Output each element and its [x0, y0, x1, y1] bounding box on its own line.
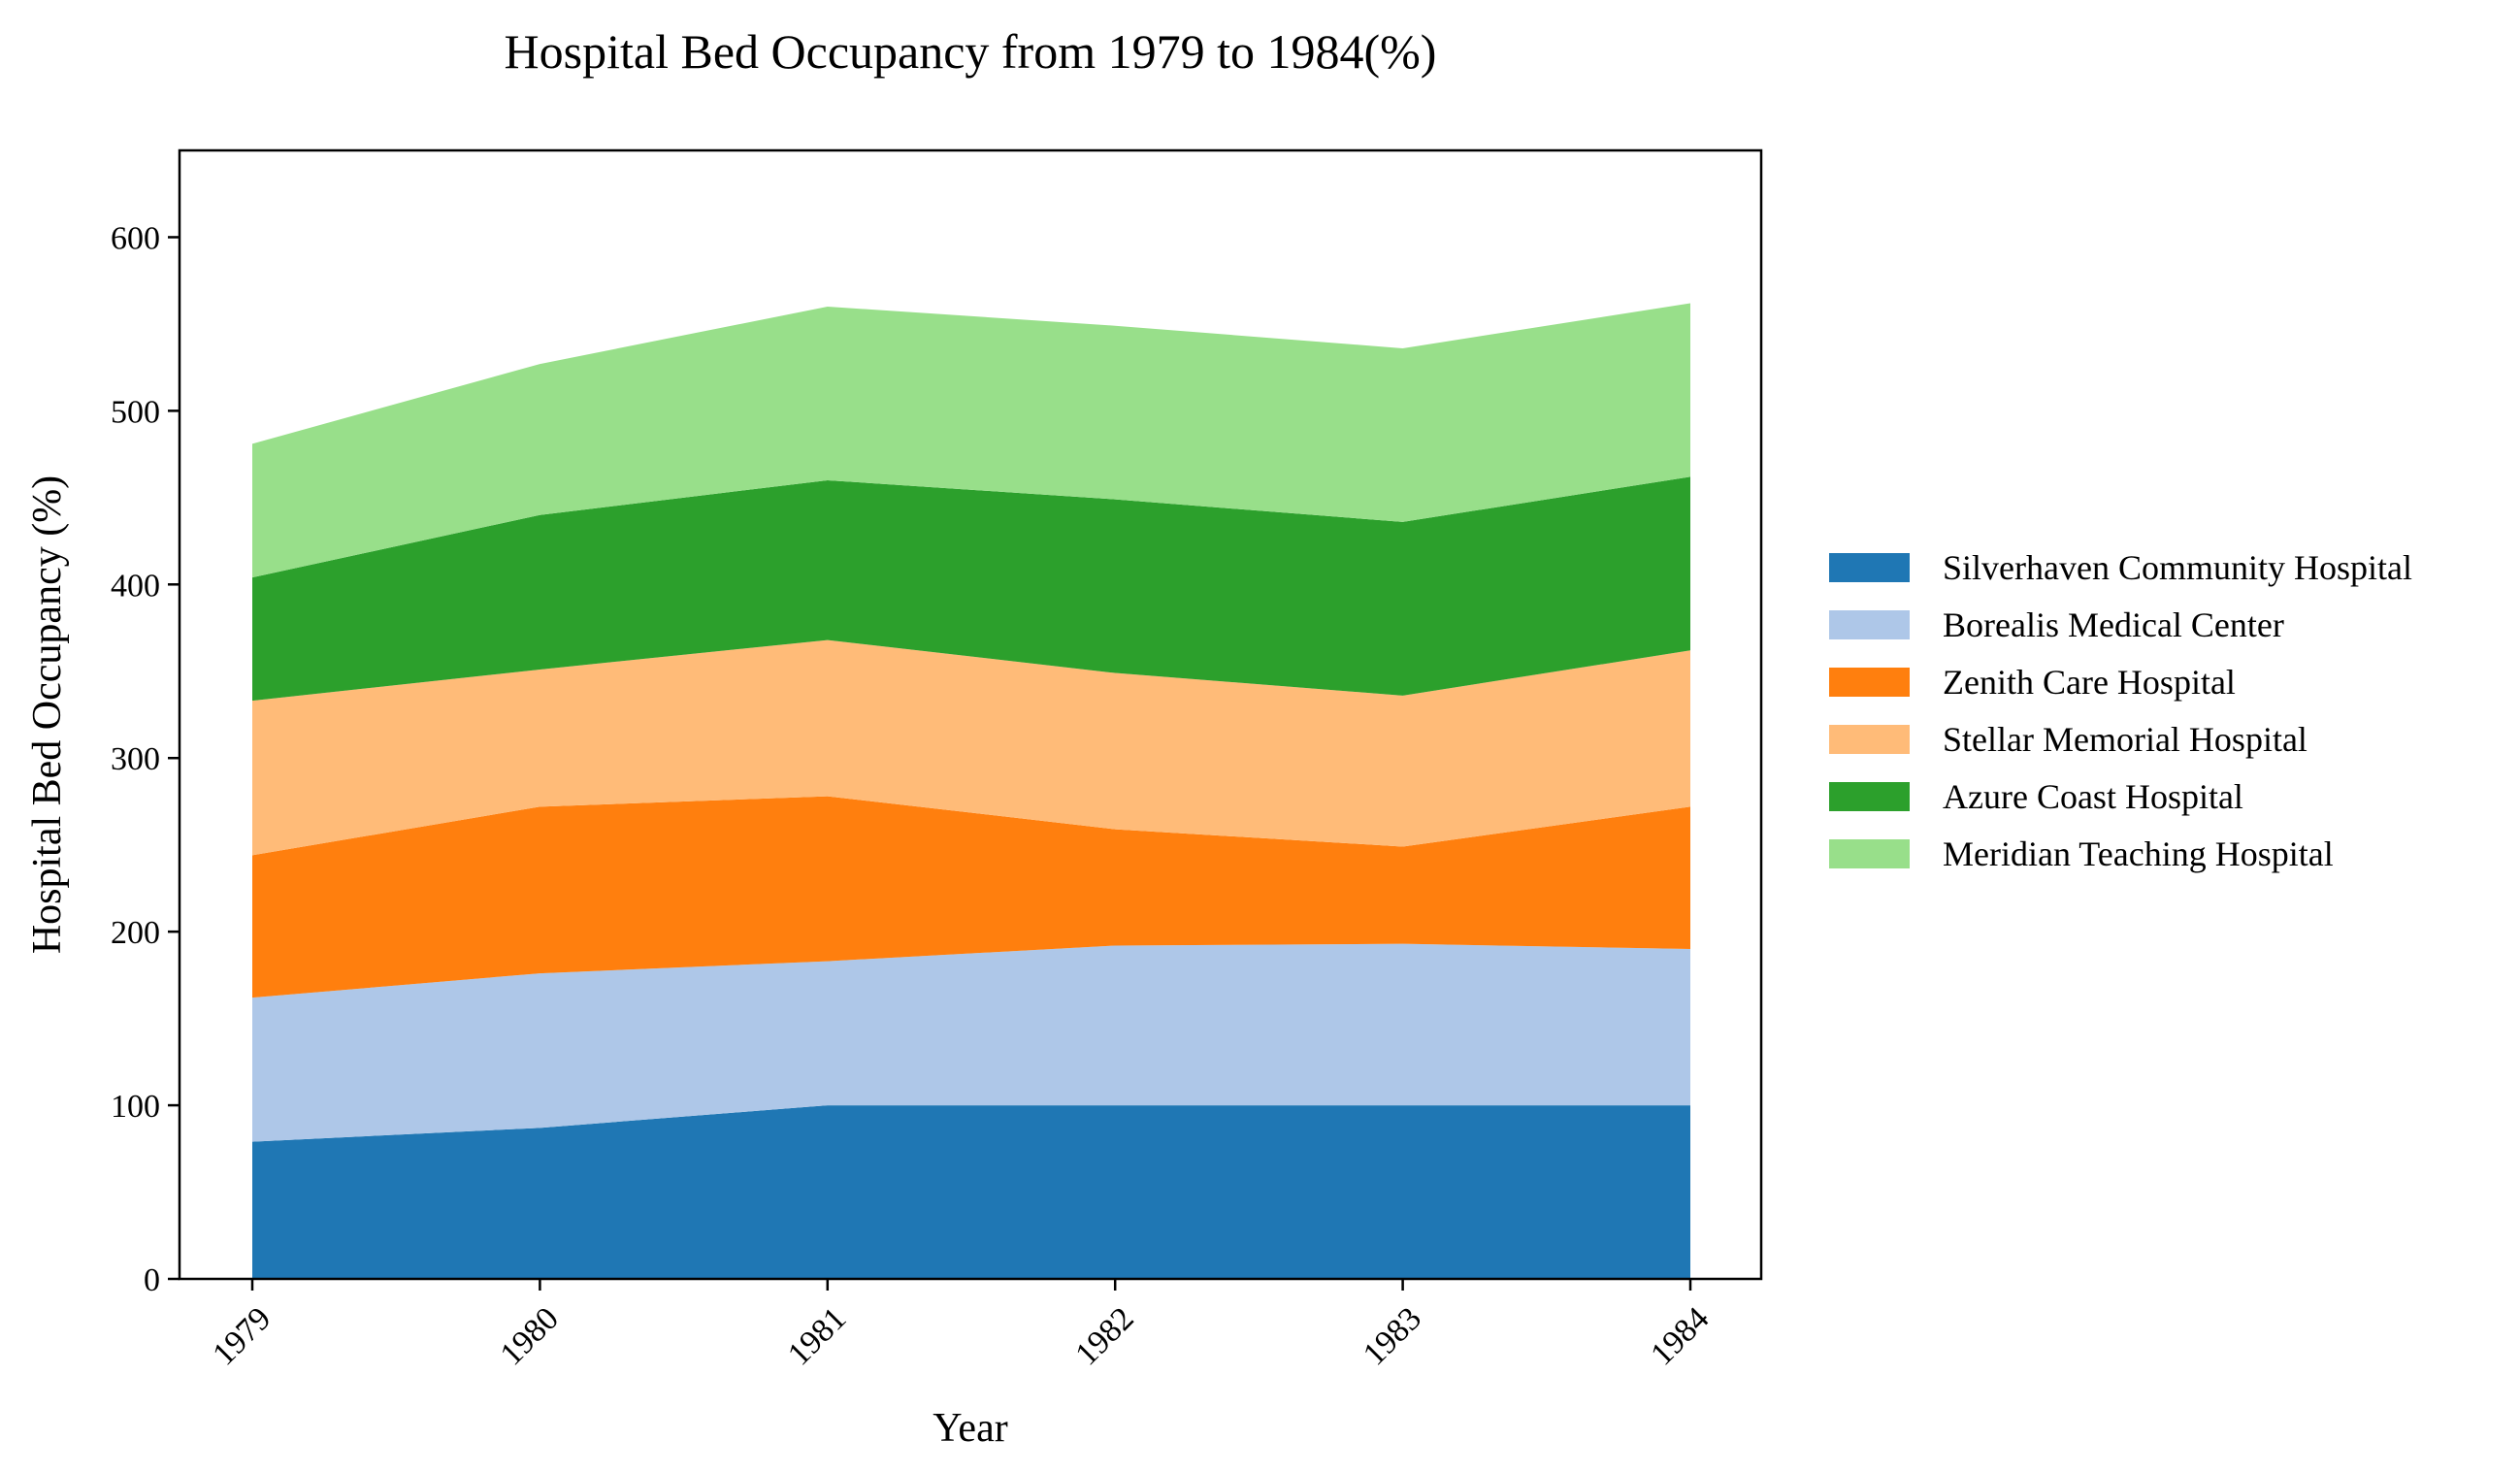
x-tick-label: 1984 [1644, 1300, 1716, 1372]
y-tick-label: 500 [111, 394, 160, 430]
y-tick-label: 100 [111, 1089, 160, 1125]
legend-label-stellar-memorial-hospital: Stellar Memorial Hospital [1943, 720, 2307, 759]
legend-swatch-meridian-teaching-hospital [1829, 839, 1910, 868]
legend-swatch-azure-coast-hospital [1829, 782, 1910, 811]
x-tick-label: 1983 [1357, 1300, 1428, 1372]
x-tick-label: 1982 [1068, 1300, 1140, 1372]
chart-title: Hospital Bed Occupancy from 1979 to 1984… [505, 24, 1437, 79]
legend-label-zenith-care-hospital: Zenith Care Hospital [1943, 663, 2236, 702]
x-tick-label: 1979 [206, 1300, 278, 1372]
area-meridian-teaching-hospital [252, 303, 1690, 578]
legend-swatch-silverhaven-community-hospital [1829, 553, 1910, 582]
legend-label-meridian-teaching-hospital: Meridian Teaching Hospital [1943, 834, 2334, 873]
y-tick-label: 200 [111, 915, 160, 951]
x-tick-label: 1980 [494, 1300, 566, 1372]
area-stellar-memorial-hospital [252, 639, 1690, 856]
areas-layer [252, 303, 1690, 1279]
legend: Silverhaven Community Hospital Borealis M… [1829, 548, 2412, 873]
legend-label-silverhaven-community-hospital: Silverhaven Community Hospital [1943, 548, 2412, 587]
y-axis: 0 100 200 300 400 500 600 [111, 220, 180, 1298]
y-tick-label: 0 [144, 1262, 160, 1298]
legend-swatch-stellar-memorial-hospital [1829, 725, 1910, 754]
x-tick-label: 1981 [781, 1300, 853, 1372]
y-tick-label: 400 [111, 568, 160, 604]
legend-label-azure-coast-hospital: Azure Coast Hospital [1943, 777, 2243, 816]
x-axis: 1979 1980 1981 1982 1983 1984 [206, 1279, 1716, 1373]
area-silverhaven-community-hospital [252, 1105, 1690, 1279]
legend-label-borealis-medical-center: Borealis Medical Center [1943, 605, 2284, 644]
plot-frame [178, 148, 1763, 1281]
legend-swatch-borealis-medical-center [1829, 610, 1910, 639]
legend-swatch-zenith-care-hospital [1829, 668, 1910, 697]
y-axis-title: Hospital Bed Occupancy (%) [25, 475, 70, 954]
area-azure-coast-hospital [252, 476, 1690, 702]
y-tick-label: 600 [111, 220, 160, 256]
area-borealis-medical-center [252, 943, 1690, 1142]
y-tick-label: 300 [111, 741, 160, 777]
area-zenith-care-hospital [252, 796, 1690, 998]
x-axis-title: Year [933, 1406, 1007, 1451]
